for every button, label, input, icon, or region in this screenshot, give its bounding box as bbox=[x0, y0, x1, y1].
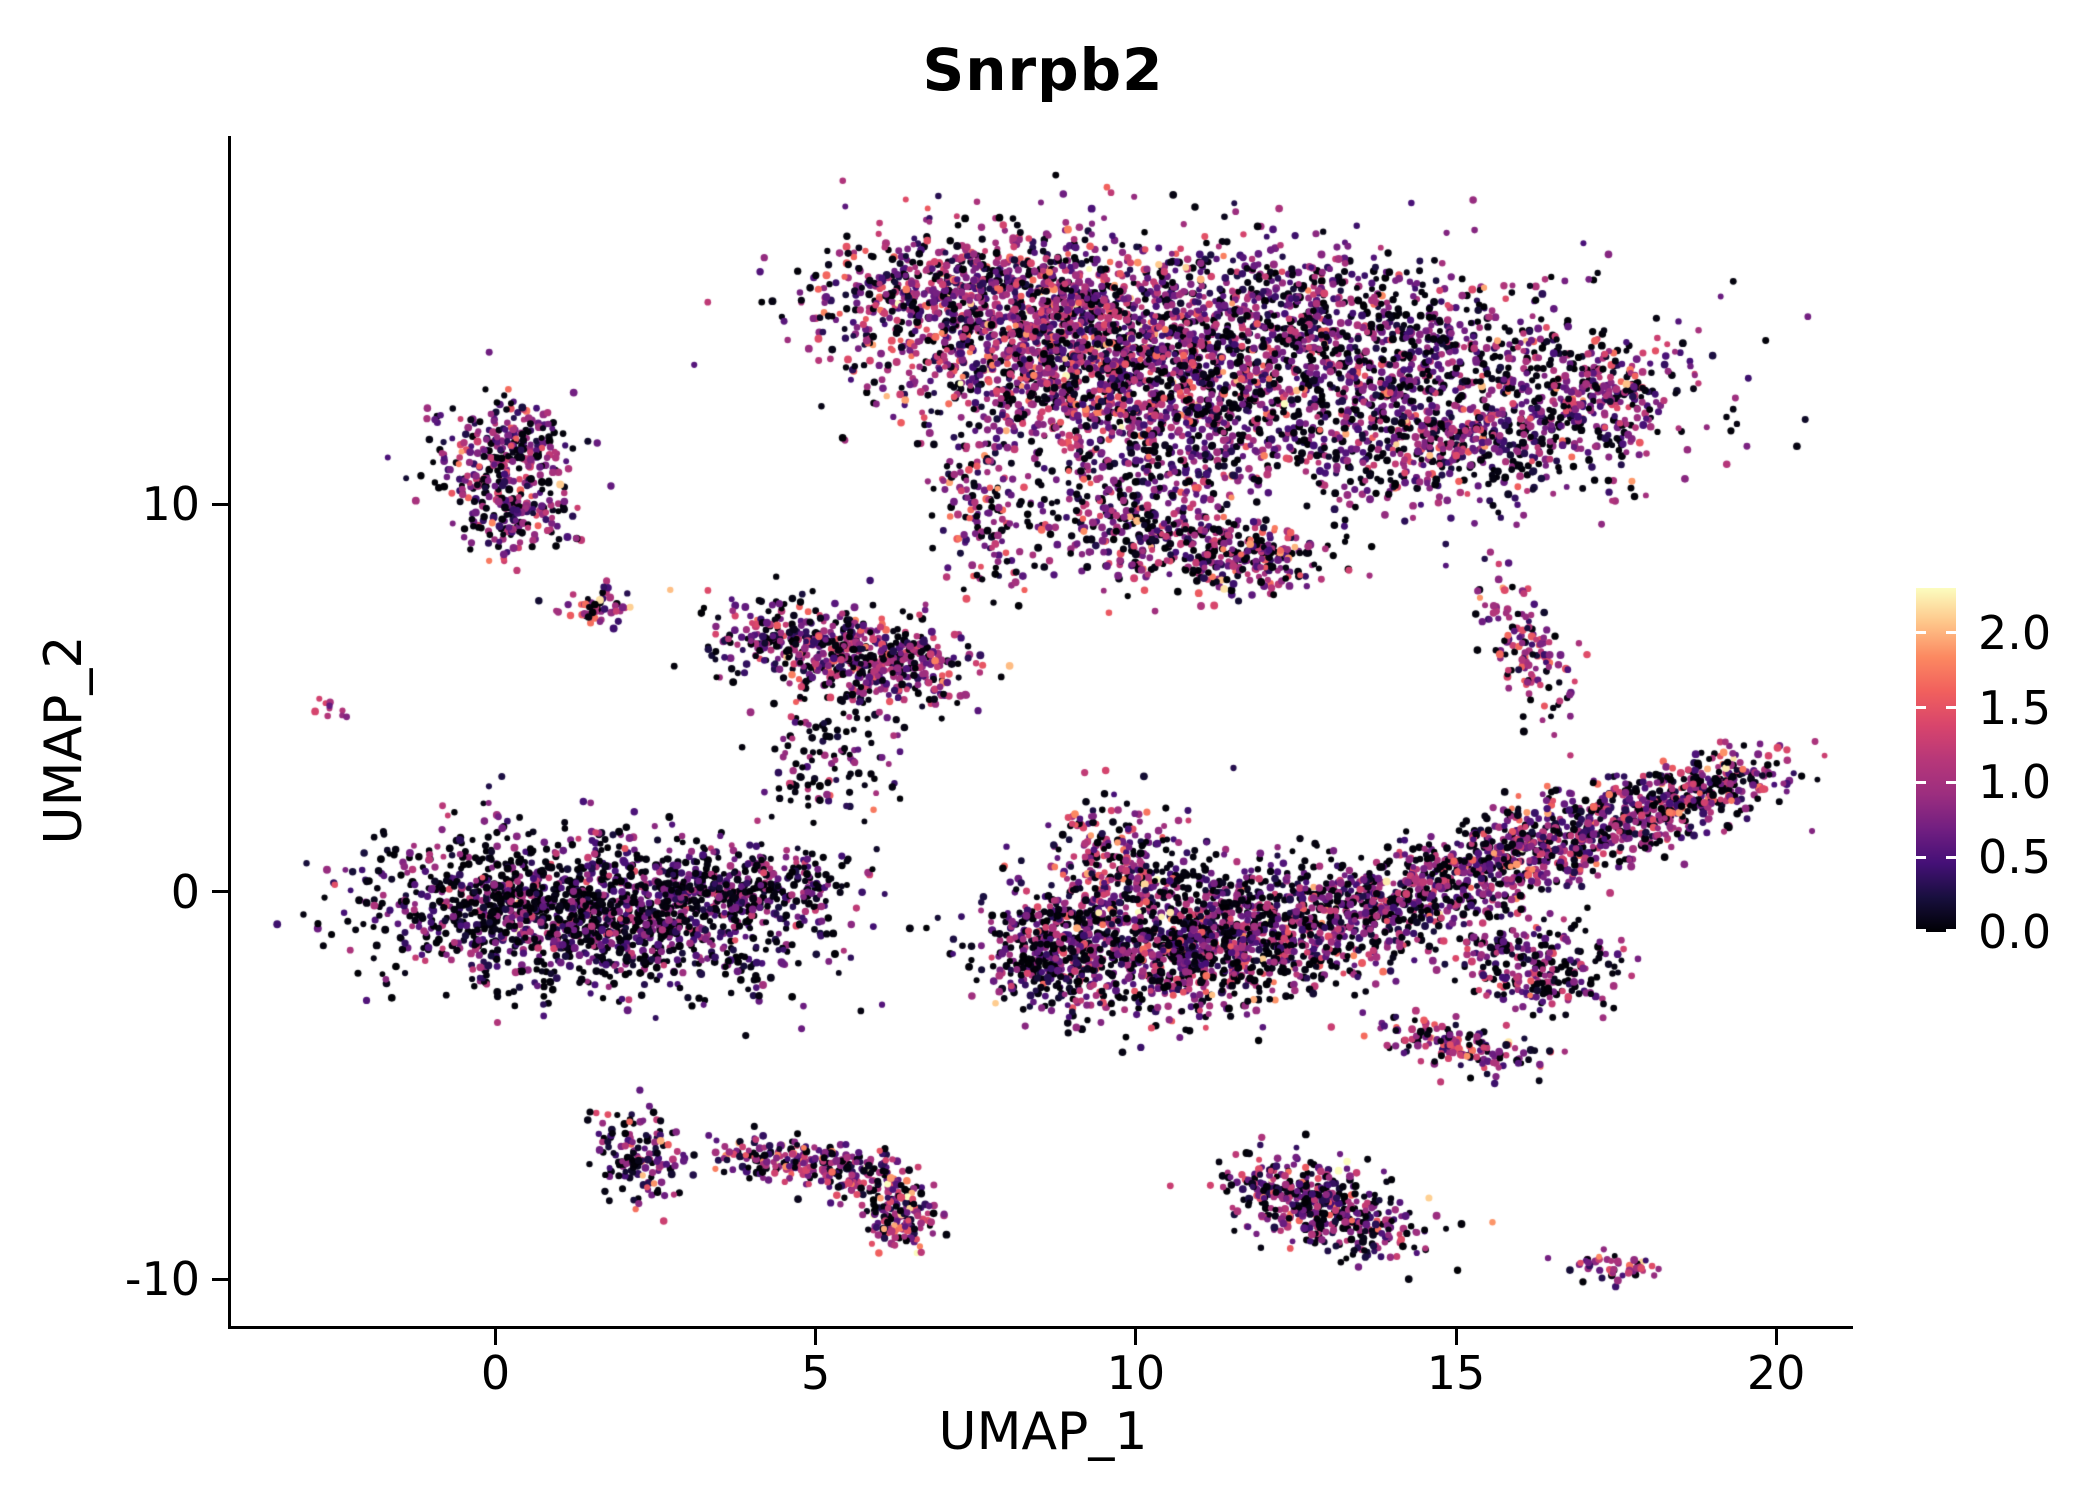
y-tick-label: 0 bbox=[170, 864, 200, 919]
colorbar-tick-label: 2.0 bbox=[1978, 605, 2052, 660]
y-tick-label: -10 bbox=[124, 1252, 200, 1307]
colorbar-tick-label: 0.0 bbox=[1978, 905, 2052, 959]
x-tick-mark bbox=[1134, 1329, 1138, 1345]
x-tick-mark bbox=[494, 1329, 498, 1345]
colorbar-tick-mark bbox=[1916, 631, 1926, 635]
colorbar-tick-mark bbox=[1946, 780, 1956, 784]
colorbar-tick-label: 1.5 bbox=[1978, 680, 2052, 735]
x-tick-label: 0 bbox=[480, 1346, 511, 1400]
y-axis-line bbox=[228, 136, 231, 1329]
x-tick-label: 15 bbox=[1426, 1346, 1486, 1400]
y-axis-label: UMAP_2 bbox=[34, 635, 94, 845]
colorbar-tick-mark bbox=[1916, 780, 1926, 784]
y-tick-mark bbox=[212, 890, 228, 894]
x-axis-label: UMAP_1 bbox=[938, 1402, 1148, 1462]
y-tick-label: 10 bbox=[141, 477, 200, 532]
colorbar-tick-mark bbox=[1916, 929, 1926, 932]
x-tick-mark bbox=[1454, 1329, 1458, 1345]
x-axis-line bbox=[228, 1326, 1853, 1329]
colorbar-tick-mark bbox=[1916, 855, 1926, 859]
x-tick-label: 10 bbox=[1106, 1346, 1166, 1400]
x-tick-label: 20 bbox=[1746, 1346, 1806, 1400]
colorbar-tick-mark bbox=[1946, 855, 1956, 859]
colorbar-tick-mark bbox=[1946, 631, 1956, 635]
colorbar bbox=[1916, 588, 1956, 932]
colorbar-tick-label: 1.0 bbox=[1978, 755, 2052, 810]
colorbar-tick-label: 0.5 bbox=[1978, 830, 2052, 885]
scatter-canvas bbox=[233, 136, 1853, 1326]
x-tick-mark bbox=[814, 1329, 818, 1345]
y-tick-mark bbox=[212, 1277, 228, 1281]
y-tick-mark bbox=[212, 502, 228, 506]
colorbar-tick-mark bbox=[1946, 929, 1956, 932]
plot-title: Snrpb2 bbox=[922, 36, 1164, 104]
colorbar-tick-mark bbox=[1946, 706, 1956, 710]
colorbar-tick-mark bbox=[1916, 706, 1926, 710]
x-tick-mark bbox=[1774, 1329, 1778, 1345]
x-tick-label: 5 bbox=[801, 1346, 831, 1400]
